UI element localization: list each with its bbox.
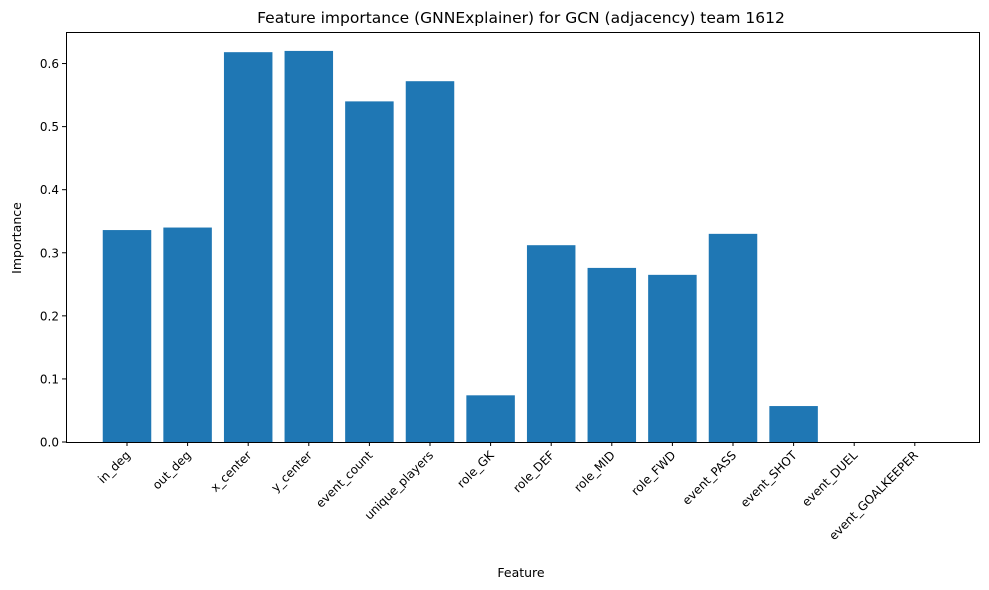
bar-role_GK [466, 395, 515, 442]
bar-role_DEF [526, 245, 576, 442]
x-axis-label: Feature [497, 565, 545, 580]
y-tick-label: 0.3 [40, 246, 59, 260]
x-tick-label: role_FWD [628, 448, 678, 498]
bar-out_deg [163, 227, 212, 442]
y-axis-ticks: 0.0 0.1 0.2 0.3 0.4 0.5 0.6 [40, 57, 66, 450]
bar-event_count [345, 101, 394, 442]
x-tick-label: role_DEF [510, 448, 557, 495]
y-tick-label: 0.0 [40, 436, 59, 450]
bar-y_center [284, 50, 334, 443]
x-tick-label: event_PASS [680, 448, 739, 507]
bar-role_MID [587, 267, 637, 442]
x-tick-label: event_count [313, 448, 375, 510]
chart-title: Feature importance (GNNExplainer) for GC… [257, 9, 785, 27]
bars-group [102, 50, 818, 443]
bar-in_deg [102, 230, 152, 442]
x-axis-ticks: in_deg out_deg x_center y_centerevent_count… [95, 442, 921, 543]
x-tick-label: x_center [208, 448, 255, 495]
x-tick-label: out_deg [150, 448, 194, 492]
x-tick-label: in_deg [95, 448, 133, 486]
y-axis-label: Importance [9, 202, 24, 274]
x-tick-label: y_center [268, 448, 315, 495]
y-tick-label: 0.1 [40, 372, 59, 386]
x-tick-label: role_GK [454, 447, 497, 490]
y-tick-label: 0.4 [40, 183, 59, 197]
y-tick-label: 0.2 [40, 309, 59, 323]
bar-event_SHOT [769, 406, 818, 442]
bar-event_PASS [708, 233, 758, 442]
y-tick-label: 0.6 [40, 57, 59, 71]
bar-role_FWD [648, 274, 697, 442]
x-tick-label: role_MID [571, 448, 618, 495]
bar-x_center [223, 52, 273, 443]
plot-frame [66, 32, 980, 443]
y-tick-label: 0.5 [40, 120, 59, 134]
x-tick-label: event_DUEL [799, 448, 860, 509]
x-tick-label: event_SHOT [738, 448, 800, 510]
bar-unique_players [405, 81, 455, 442]
